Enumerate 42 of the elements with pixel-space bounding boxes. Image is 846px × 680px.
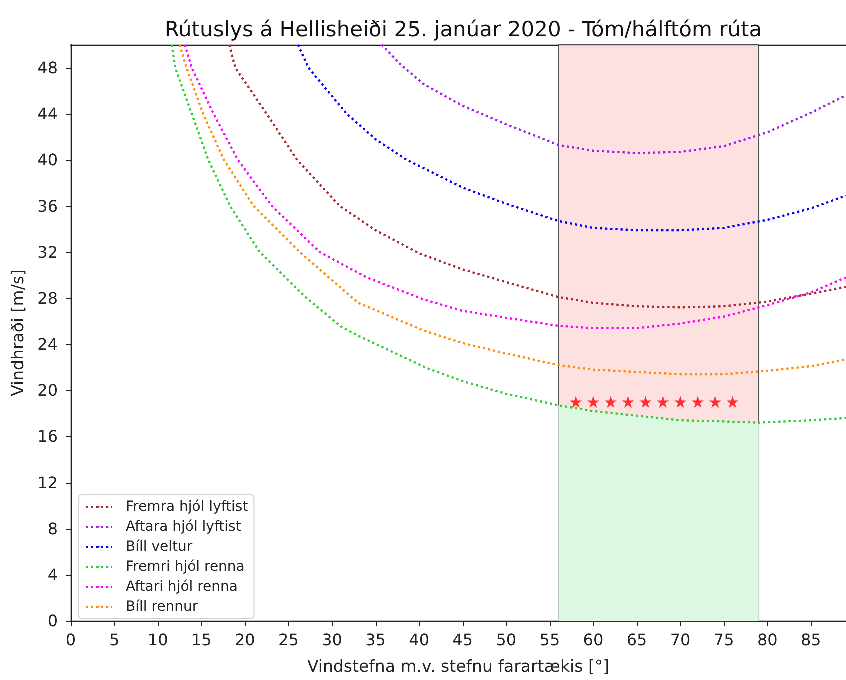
chart-title: Rútuslys á Hellisheiði 25. janúar 2020 - Tóm/hálftóm rúta — [164, 18, 762, 42]
x-tick-label: 40 — [409, 630, 430, 650]
legend-label: Aftari hjól renna — [126, 579, 238, 595]
line-series — [297, 44, 846, 232]
x-tick-label: 85 — [800, 630, 822, 650]
x-tick-label: 50 — [496, 630, 517, 650]
x-tick-label: 20 — [234, 630, 256, 650]
y-axis-title: Vindhraði [m/s] — [8, 270, 28, 396]
y-tick-label: 44 — [38, 104, 58, 124]
x-tick-label: 0 — [66, 630, 76, 650]
legend-label: Bíll rennur — [126, 599, 198, 615]
x-tick-label: 35 — [366, 630, 386, 650]
x-tick-label: 45 — [452, 630, 474, 650]
y-tick-label: 32 — [38, 242, 58, 262]
x-tick-label: 65 — [626, 630, 648, 650]
x-tick-label: 70 — [670, 630, 691, 650]
legend-label: Aftara hjól lyftist — [126, 519, 242, 535]
x-tick-label: 25 — [278, 630, 299, 650]
y-tick-label: 0 — [48, 612, 58, 630]
line-series — [380, 44, 846, 154]
y-tick-label: 4 — [48, 565, 58, 584]
x-tick-label: 10 — [148, 630, 168, 650]
x-tick-label: 15 — [191, 630, 212, 650]
y-tick-label: 40 — [38, 150, 58, 170]
y-tick-label: 8 — [48, 519, 58, 538]
x-axis-title: Vindstefna m.v. stefnu farartækis [°] — [307, 657, 610, 676]
x-tick-label: 75 — [714, 630, 734, 650]
legend-label: Bíll veltur — [126, 539, 193, 555]
y-tick-label: 20 — [38, 381, 58, 400]
legend-label: Fremri hjól renna — [126, 559, 245, 575]
legend-label: Fremra hjól lyftist — [126, 499, 249, 515]
x-tick-label: 5 — [109, 630, 120, 650]
y-tick-label: 12 — [38, 473, 58, 492]
y-tick-label: 48 — [38, 58, 58, 78]
y-tick-label: 28 — [38, 288, 58, 308]
y-tick-label: 16 — [38, 427, 58, 446]
y-tick-label: 36 — [38, 196, 58, 216]
x-tick-label: 30 — [322, 630, 342, 650]
y-tick-label: 24 — [38, 335, 58, 354]
x-tick-label: 80 — [757, 630, 778, 650]
x-tick-label: 60 — [583, 630, 604, 650]
x-tick-label: 55 — [540, 630, 560, 650]
